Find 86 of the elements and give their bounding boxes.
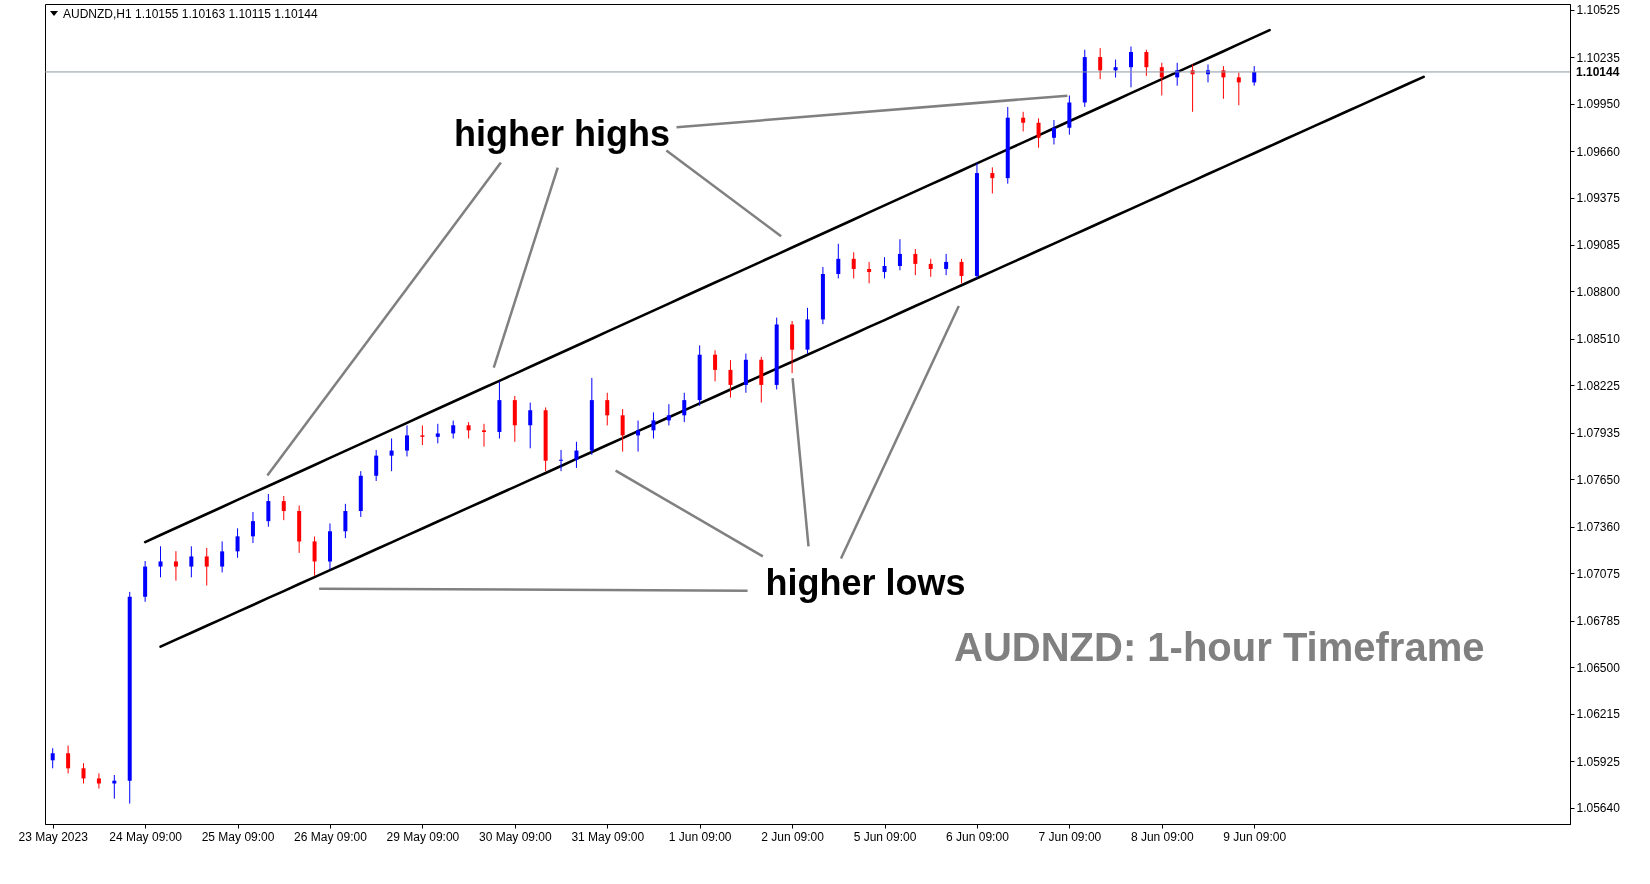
x-tick-label: 24 May 09:00 <box>109 829 183 844</box>
candlestick <box>1128 45 1133 88</box>
candlestick <box>651 411 656 439</box>
y-tick-label: 1.07075 <box>1576 566 1621 581</box>
candlestick <box>374 449 379 482</box>
candlestick <box>559 449 564 472</box>
candlestick <box>266 493 271 528</box>
candlestick <box>173 550 178 582</box>
candlestick <box>867 261 872 284</box>
candlestick <box>343 503 348 539</box>
x-tick-label: 30 May 09:00 <box>478 829 552 844</box>
y-tick-label: 1.10235 <box>1576 50 1621 65</box>
x-tick-label: 8 Jun 09:00 <box>1130 829 1194 844</box>
candlestick <box>50 747 55 769</box>
annotation: AUDNZD: 1-hour Timeframe <box>954 625 1485 670</box>
candlestick <box>1236 72 1241 106</box>
x-tick-label: 23 May 2023 <box>18 829 89 844</box>
y-tick-label: 1.08510 <box>1576 332 1621 347</box>
candlestick <box>1036 117 1041 149</box>
x-tick-label: 29 May 09:00 <box>386 829 460 844</box>
candlestick <box>189 545 194 578</box>
x-tick-label: 7 Jun 09:00 <box>1038 829 1102 844</box>
candlestick <box>528 402 533 449</box>
y-tick-label: 1.07360 <box>1576 520 1621 535</box>
candlestick <box>944 253 949 276</box>
candlestick <box>435 423 440 444</box>
y-tick-label: 1.09950 <box>1576 97 1621 112</box>
y-tick-label: 1.06500 <box>1576 660 1621 675</box>
x-tick-label: 5 Jun 09:00 <box>853 829 917 844</box>
chart-title: AUDNZD,H1 1.10155 1.10163 1.10115 1.10144 <box>63 7 318 21</box>
x-tick-label: 6 Jun 09:00 <box>946 829 1010 844</box>
candlestick <box>1051 119 1056 145</box>
y-tick-label: 1.05640 <box>1576 801 1621 816</box>
y-tick-label: 1.07650 <box>1576 472 1621 487</box>
candlestick <box>1021 111 1026 132</box>
candlestick <box>990 166 995 194</box>
candlestick <box>404 424 409 457</box>
y-tick-label: 1.09085 <box>1576 238 1621 253</box>
annotation: higher lows <box>765 561 966 603</box>
y-tick-label: 1.05925 <box>1576 754 1621 769</box>
ref-line-label: 1.10144 <box>1576 64 1620 79</box>
x-tick-label: 31 May 09:00 <box>571 829 645 844</box>
candlestick <box>312 536 317 577</box>
candlestick <box>66 745 71 774</box>
candlestick <box>204 547 209 587</box>
candlestick <box>420 424 425 446</box>
candlestick <box>220 540 225 573</box>
candlestick <box>250 511 255 544</box>
candlestick <box>636 420 641 453</box>
y-tick-label: 1.08800 <box>1576 284 1621 299</box>
candlestick <box>235 527 240 559</box>
candlestick <box>281 495 286 521</box>
candlestick <box>913 248 918 276</box>
y-tick-label: 1.09375 <box>1576 191 1621 206</box>
candlestick <box>482 423 487 448</box>
line-series <box>143 28 1271 544</box>
x-tick-label: 2 Jun 09:00 <box>761 829 825 844</box>
candlestick <box>666 403 671 426</box>
x-tick-label: 26 May 09:00 <box>294 829 368 844</box>
candlestick <box>1098 47 1103 80</box>
y-tick-label: 1.07935 <box>1576 426 1621 441</box>
y-tick-label: 1.10525 <box>1576 3 1621 18</box>
candlestick <box>682 392 687 423</box>
y-tick-label: 1.06215 <box>1576 707 1621 722</box>
candlestick <box>713 349 718 382</box>
candlestick <box>897 238 902 271</box>
candlestick <box>389 438 394 472</box>
candlestick <box>158 545 163 578</box>
candlestick <box>605 392 610 426</box>
candlestick <box>96 772 101 790</box>
candlestick <box>851 251 856 279</box>
candlestick <box>959 258 964 284</box>
y-tick-label: 1.09660 <box>1576 144 1621 159</box>
candlestick <box>1144 49 1149 77</box>
x-tick-label: 9 Jun 09:00 <box>1223 829 1287 844</box>
candlestick <box>728 359 733 399</box>
y-tick-label: 1.06785 <box>1576 614 1621 629</box>
candlestick <box>882 256 887 279</box>
y-tick-label: 1.08225 <box>1576 378 1621 393</box>
candlestick <box>81 762 86 784</box>
candlestick <box>836 243 841 279</box>
x-tick-label: 1 Jun 09:00 <box>668 829 732 844</box>
x-tick-label: 25 May 09:00 <box>201 829 275 844</box>
candlestick <box>620 408 625 453</box>
annotation: higher highs <box>453 113 670 155</box>
candlestick <box>574 441 579 469</box>
